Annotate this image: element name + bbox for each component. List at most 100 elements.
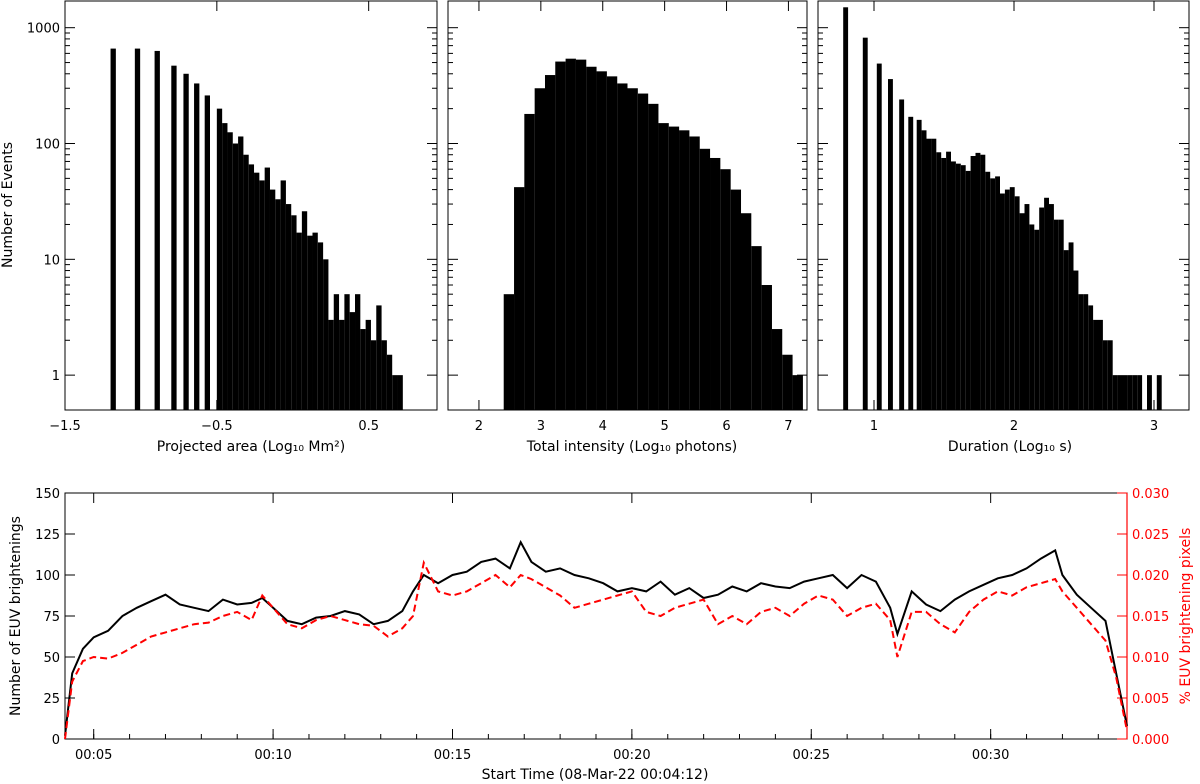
y-tick-label: 25 — [43, 692, 60, 707]
histogram-bar — [248, 164, 255, 410]
timeseries-ylabel-left: Number of EUV brightenings — [8, 516, 24, 716]
area-histogram-xticks: −1.5 −0.5 0.5 — [49, 1, 379, 434]
y-tick-label: 1000 — [27, 22, 60, 37]
histogram-bar — [1132, 375, 1138, 410]
histogram-bar — [1024, 204, 1030, 410]
histogram-bar — [1014, 196, 1020, 410]
histogram-bar — [555, 61, 566, 411]
histogram-bar — [171, 65, 177, 411]
x-tick-label: 2 — [475, 419, 483, 434]
duration-histogram-xlabel: Duration (Log₁₀ s) — [948, 439, 1072, 455]
histogram-bar — [381, 340, 387, 410]
histogram-bar — [843, 7, 849, 411]
histogram-bar — [1029, 224, 1035, 410]
y-tick-label: 50 — [43, 651, 60, 666]
histogram-bar — [1083, 294, 1089, 410]
histogram-bar — [965, 170, 971, 410]
histogram-bar — [931, 138, 937, 410]
y-tick-label: 100 — [35, 138, 60, 153]
histogram-bar — [617, 83, 628, 410]
histogram-bar — [1053, 219, 1059, 410]
histogram-bar — [269, 189, 276, 410]
histogram-bar — [1039, 207, 1045, 410]
y2-tick-label: 0.010 — [1132, 651, 1169, 666]
histogram-bar — [1009, 187, 1015, 410]
histogram-bar — [1117, 375, 1123, 410]
histogram-bar — [921, 130, 927, 410]
timeseries-yticks-left: 0 25 50 75 100 125 150 — [35, 487, 75, 748]
histogram-bar — [730, 189, 742, 410]
x-tick-label: 1 — [870, 419, 878, 434]
y-tick-label: 150 — [35, 487, 60, 502]
histogram-bar — [222, 123, 228, 411]
histogram-bar — [862, 37, 868, 411]
area-histogram-bars — [110, 48, 403, 411]
histogram-bar — [238, 136, 244, 411]
histogram-bar — [514, 187, 525, 410]
y-tick-label: 1 — [52, 369, 60, 384]
intensity-histogram-yticks — [448, 27, 807, 376]
histogram-bar — [275, 199, 281, 410]
y2-tick-label: 0.005 — [1132, 692, 1169, 707]
histogram-bar — [204, 95, 210, 410]
histogram-bar — [264, 167, 270, 410]
histogram-bar — [254, 172, 260, 410]
histogram-bar — [1044, 197, 1049, 410]
y2-tick-label: 0.025 — [1132, 528, 1169, 543]
histogram-bar — [1102, 340, 1108, 410]
histogram-bar — [397, 375, 403, 410]
histogram-bar — [1034, 229, 1040, 410]
histogram-bar — [951, 161, 956, 410]
histogram-bar — [782, 354, 793, 410]
histogram-bar — [565, 58, 576, 411]
timeseries-xticks: 00:05 00:10 00:15 00:20 00:25 00:30 — [75, 493, 1099, 763]
x-tick-label: 6 — [722, 419, 730, 434]
x-tick-label: 2 — [1010, 419, 1018, 434]
histogram-bar — [1122, 375, 1128, 410]
histogram-bar — [183, 73, 189, 410]
y2-tick-label: 0.030 — [1132, 487, 1169, 502]
histogram-bar — [710, 157, 721, 410]
histogram-bar — [970, 156, 976, 410]
histogram-bar — [154, 50, 160, 411]
histogram-bar — [1088, 305, 1094, 410]
area-histogram-xlabel: Projected area (Log₁₀ Mm²) — [157, 439, 345, 455]
histogram-bar — [386, 354, 393, 410]
y-tick-label: 0 — [52, 733, 60, 748]
histogram-bar — [339, 319, 345, 410]
y-tick-label: 100 — [35, 569, 60, 584]
area-histogram-ylabel: Number of Events — [0, 142, 16, 268]
y2-tick-label: 0.000 — [1132, 733, 1169, 748]
x-tick-label: 00:30 — [972, 748, 1009, 763]
histogram-bar — [1127, 375, 1133, 410]
x-tick-label: 00:15 — [434, 748, 471, 763]
histogram-bar — [349, 312, 355, 410]
histogram-bar — [360, 329, 366, 410]
x-tick-label: 00:20 — [613, 748, 650, 763]
histogram-bar — [291, 215, 297, 410]
histogram-bar — [392, 375, 398, 410]
histogram-bar — [1073, 270, 1079, 410]
histogram-bar — [888, 79, 893, 410]
histogram-bar — [365, 319, 371, 410]
histogram-bar — [596, 71, 607, 410]
histogram-bar — [792, 375, 803, 410]
histogram-bar — [243, 154, 249, 410]
histogram-bar — [503, 294, 515, 410]
histogram-bar — [1098, 319, 1103, 410]
histogram-bar — [985, 171, 991, 410]
histogram-bar — [355, 294, 361, 410]
x-tick-label: 00:25 — [793, 748, 830, 763]
intensity-histogram-xticks: 2 3 4 5 6 7 — [475, 1, 793, 434]
duration-histogram-panel: 1 2 3 Duration (Log₁₀ s) — [817, 0, 1190, 455]
histogram-bar — [980, 154, 986, 410]
histogram-bar — [376, 305, 382, 410]
histogram-bar — [296, 232, 302, 410]
histogram-bar — [975, 152, 981, 410]
duration-histogram-yticks — [818, 27, 1189, 376]
x-tick-label: 00:10 — [254, 748, 291, 763]
histogram-bar — [908, 116, 914, 410]
histogram-bar — [876, 63, 882, 410]
histogram-bar — [995, 176, 1000, 410]
